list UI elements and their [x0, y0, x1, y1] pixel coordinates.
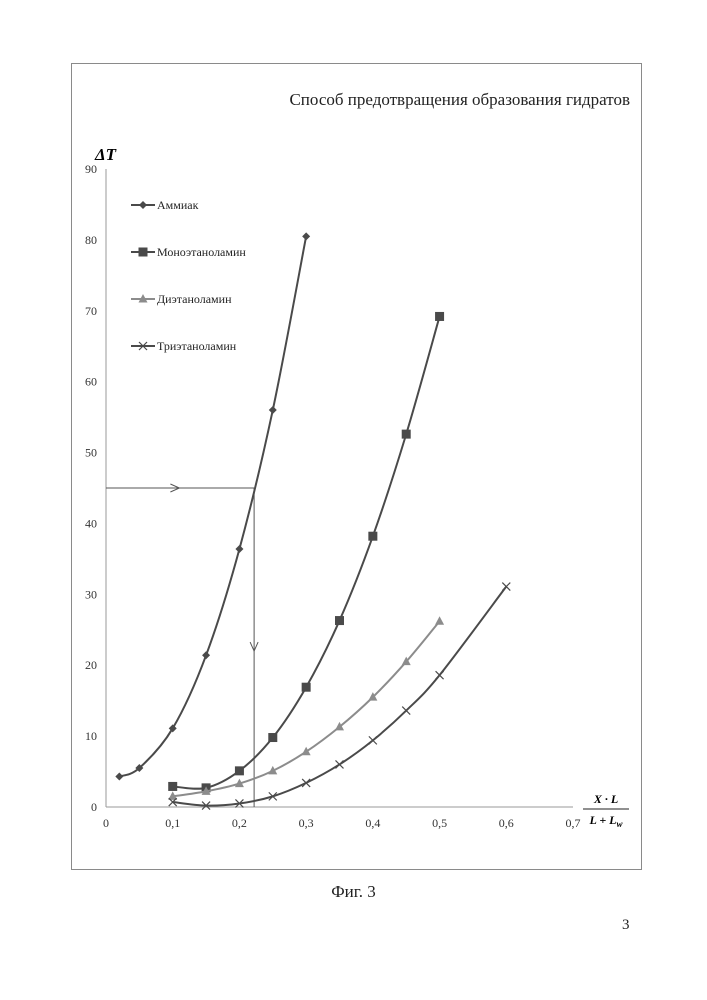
legend-label: Триэтаноламин	[157, 339, 237, 353]
data-point	[502, 583, 510, 591]
annotation-guides	[106, 484, 258, 807]
figure-caption: Фиг. 3	[0, 882, 707, 902]
x-axis-label-numerator: X · L	[593, 792, 618, 806]
data-point	[436, 671, 444, 679]
y-tick-label: 20	[85, 658, 97, 672]
y-tick-label: 0	[91, 800, 97, 814]
legend-item: Триэтаноламин	[131, 339, 237, 353]
y-tick-label: 90	[85, 162, 97, 176]
data-point	[168, 782, 177, 791]
data-point	[435, 312, 444, 321]
data-point	[269, 406, 277, 414]
legend-label: Диэтаноламин	[157, 292, 232, 306]
y-tick-label: 60	[85, 375, 97, 389]
x-tick-label: 0	[103, 816, 109, 830]
legend-item: Диэтаноламин	[131, 292, 232, 306]
y-tick-label: 50	[85, 446, 97, 460]
y-tick-label: 80	[85, 233, 97, 247]
legend-label: Моноэтаноламин	[157, 245, 246, 259]
page-number: 3	[622, 917, 630, 934]
data-point	[336, 760, 344, 768]
series-line	[119, 236, 306, 776]
legend: Аммиак Моноэтаноламин Диэтаноламин Триэтано…	[131, 198, 246, 353]
data-point	[202, 651, 210, 659]
x-tick-label: 0,3	[299, 816, 314, 830]
series-line	[173, 621, 440, 796]
x-tick-label: 0,5	[432, 816, 447, 830]
legend-marker	[139, 201, 147, 209]
data-point	[302, 779, 310, 787]
data-point	[115, 773, 123, 781]
data-point	[368, 532, 377, 541]
data-point	[435, 616, 444, 625]
data-point	[235, 766, 244, 775]
x-tick-label: 0,1	[165, 816, 180, 830]
x-tick-label: 0,2	[232, 816, 247, 830]
tick-labels: 0 0,1 0,2 0,3 0,4 0,5 0,6 0,7 0 10 20 30 40 50 60 70 80 9…	[85, 162, 581, 830]
data-point	[402, 707, 410, 715]
data-point	[402, 430, 411, 439]
y-axis-label: ΔT	[94, 145, 117, 164]
series-1	[115, 232, 310, 780]
y-tick-label: 70	[85, 304, 97, 318]
x-tick-label: 0,4	[365, 816, 380, 830]
x-tick-label: 0,7	[566, 816, 581, 830]
legend-marker	[139, 248, 148, 257]
x-tick-label: 0,6	[499, 816, 514, 830]
x-axis-label-denominator: L + Lw	[588, 813, 623, 829]
y-tick-label: 40	[85, 516, 97, 530]
data-point	[369, 736, 377, 744]
data-point	[335, 616, 344, 625]
data-point	[235, 545, 243, 553]
legend-item: Моноэтаноламин	[131, 245, 246, 259]
series-2	[168, 312, 444, 792]
y-tick-label: 30	[85, 587, 97, 601]
data-point	[302, 747, 311, 756]
data-point	[302, 232, 310, 240]
series-group	[115, 232, 510, 809]
legend-item: Аммиак	[131, 198, 199, 212]
y-tick-label: 10	[85, 729, 97, 743]
data-point	[302, 683, 311, 692]
legend-label: Аммиак	[157, 198, 199, 212]
data-point	[268, 733, 277, 742]
